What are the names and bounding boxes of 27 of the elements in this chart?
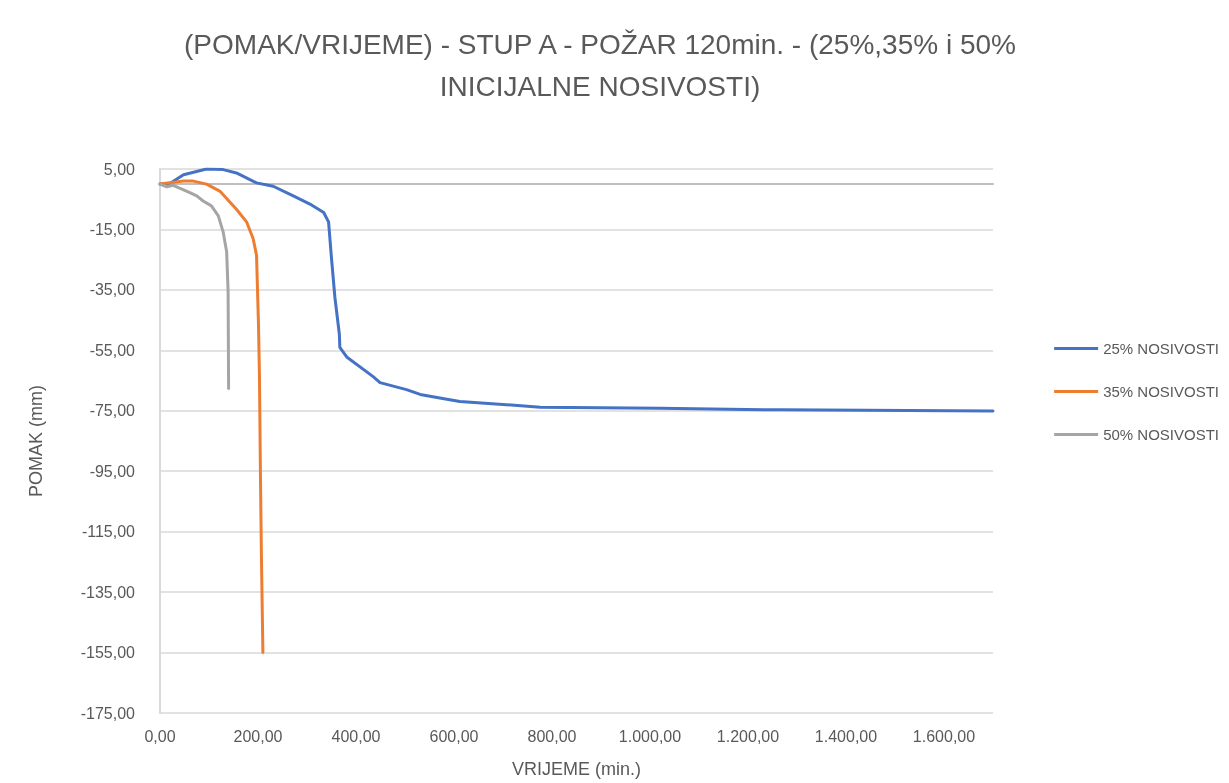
legend-label: 35% NOSIVOSTI: [1103, 383, 1220, 400]
x-tick-label: 0,00: [144, 727, 176, 745]
line-series: [158, 182, 231, 390]
y-tick-label: -115,00: [81, 523, 136, 541]
legend-label: 25% NOSIVOSTI: [1103, 340, 1220, 357]
line-series: [158, 179, 265, 655]
x-tick-label: 1.400,00: [814, 727, 878, 745]
x-tick-label: 600,00: [429, 727, 479, 745]
x-axis-title: VRIJEME (min.): [511, 759, 642, 779]
y-tick-label: -55,00: [89, 341, 136, 359]
x-tick-label: 200,00: [233, 727, 283, 745]
x-tick-label: 400,00: [331, 727, 381, 745]
x-tick-label: 1.600,00: [912, 727, 976, 745]
y-tick-label: -35,00: [89, 281, 136, 299]
chart-title: (POMAK/VRIJEME) - STUP A - POŽAR 120min. - (25%,35% i 50% INICIJALNE NOSIVOSTI): [184, 28, 1016, 102]
x-tick-label: 800,00: [527, 727, 577, 745]
y-tick-label: -175,00: [80, 704, 136, 722]
x-tick-label: 1.000,00: [618, 727, 682, 745]
y-tick-label: -75,00: [89, 402, 136, 420]
legend-label: 50% NOSIVOSTI: [1103, 426, 1220, 443]
y-axis-title: POMAK (mm): [26, 385, 46, 497]
y-tick-label: -155,00: [80, 644, 136, 662]
y-tick-label: -135,00: [80, 583, 136, 601]
x-tick-label: 1.200,00: [716, 727, 780, 745]
y-tick-label: -95,00: [89, 462, 136, 480]
y-tick-label: -15,00: [89, 220, 136, 238]
y-tick-label: 5,00: [103, 160, 136, 178]
